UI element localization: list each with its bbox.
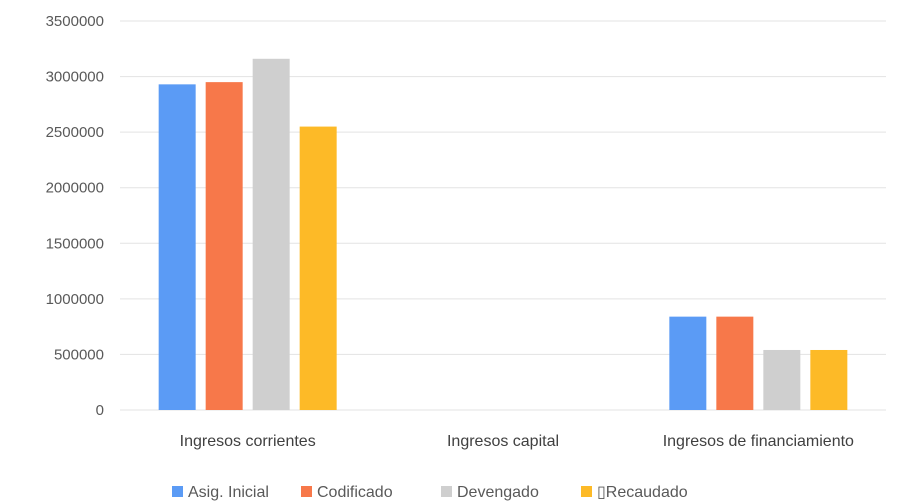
legend-label: Devengado — [457, 484, 539, 501]
bar-4-1 — [299, 126, 337, 410]
legend-label: Codificado — [317, 484, 393, 501]
legend: Asig. Inicial Codificado Devengado ▯Recauda… — [172, 484, 688, 501]
y-axis-ticks: 0 500000 1000000 1500000 2000000 2500000 30000… — [46, 13, 104, 419]
legend-label: Asig. Inicial — [188, 484, 269, 501]
x-axis-categories: Ingresos corrientes Ingresos capital Ingre… — [180, 433, 854, 450]
x-category-label: Ingresos corrientes — [180, 433, 316, 450]
bar-2-3 — [716, 316, 754, 410]
bar-3-3 — [763, 349, 801, 410]
bar-1-1 — [158, 84, 196, 410]
y-tick-label: 500000 — [54, 346, 104, 363]
bars — [158, 58, 848, 410]
bar-3-1 — [252, 58, 290, 410]
bar-1-3 — [669, 316, 707, 410]
y-tick-label: 2500000 — [46, 124, 104, 141]
x-category-label: Ingresos de financiamiento — [663, 433, 854, 450]
y-tick-label: 2000000 — [46, 180, 104, 197]
legend-swatch — [581, 486, 592, 497]
bar-2-1 — [205, 82, 243, 410]
y-tick-label: 1000000 — [46, 291, 104, 308]
y-tick-label: 3500000 — [46, 13, 104, 30]
legend-swatch — [172, 486, 183, 497]
gridlines — [120, 20, 886, 411]
y-tick-label: 3000000 — [46, 69, 104, 86]
y-tick-label: 1500000 — [46, 235, 104, 252]
y-tick-label: 0 — [96, 402, 104, 419]
legend-swatch — [301, 486, 312, 497]
legend-label: ▯Recaudado — [597, 484, 688, 501]
x-category-label: Ingresos capital — [447, 433, 559, 450]
legend-swatch — [441, 486, 452, 497]
bar-4-3 — [810, 349, 848, 410]
